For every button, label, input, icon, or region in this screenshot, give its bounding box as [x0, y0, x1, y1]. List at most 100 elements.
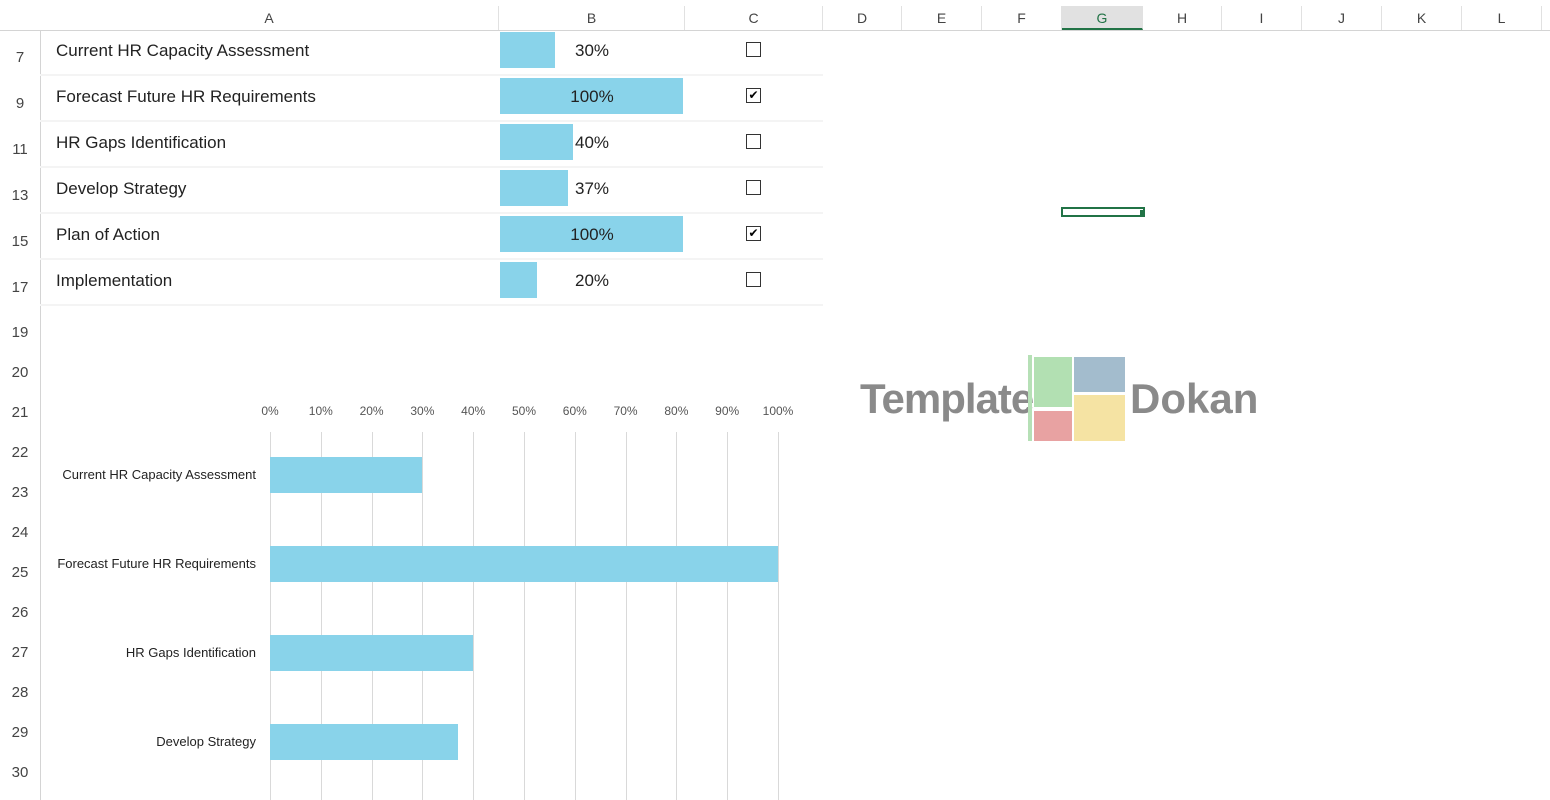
logo-block-red	[1034, 411, 1072, 441]
category-label: Develop Strategy	[156, 734, 256, 749]
row-header-23[interactable]: 23	[11, 484, 29, 501]
row-header-20[interactable]: 20	[11, 364, 29, 381]
gridline	[727, 432, 729, 800]
done-checkbox[interactable]: ✔	[746, 226, 761, 241]
progress-value[interactable]: 40%	[574, 133, 610, 152]
column-header-L[interactable]: L	[1462, 6, 1542, 30]
row-header-30[interactable]: 30	[11, 764, 29, 781]
row-header-21[interactable]: 21	[11, 404, 29, 421]
category-label: HR Gaps Identification	[125, 645, 256, 660]
gridline	[625, 432, 627, 800]
x-tick-label: 50%	[511, 404, 537, 418]
column-header-H[interactable]: H	[1143, 6, 1222, 30]
row-header-9[interactable]: 9	[15, 95, 25, 112]
done-checkbox[interactable]	[746, 42, 761, 57]
column-header-A[interactable]: A	[40, 6, 499, 30]
gridline	[320, 432, 322, 800]
task-name[interactable]: Forecast Future HR Requirements	[56, 87, 316, 106]
chart-bar[interactable]	[270, 546, 778, 582]
task-name[interactable]: Plan of Action	[56, 225, 160, 244]
x-tick-label: 20%	[359, 404, 384, 418]
gridline	[676, 432, 678, 800]
gridline	[778, 432, 779, 800]
selected-cell[interactable]	[1061, 207, 1145, 217]
row-header-11[interactable]: 11	[12, 141, 28, 158]
row-header-13[interactable]: 13	[11, 187, 29, 204]
row-headers: 7 9 11 13 15 17 19 20 21 22 23 24 25 26 27 28 29 30	[0, 30, 41, 800]
done-checkbox[interactable]	[746, 180, 761, 195]
progress-bar	[500, 216, 683, 252]
done-checkbox[interactable]	[746, 272, 761, 287]
x-tick-label: 80%	[664, 404, 689, 418]
watermark-word-dokan: Dokan	[1130, 375, 1259, 422]
progress-value[interactable]: 100%	[570, 225, 614, 244]
done-checkbox[interactable]	[746, 134, 761, 149]
x-tick-label: 90%	[715, 404, 740, 418]
chart-bar[interactable]	[270, 724, 458, 760]
row-header-17[interactable]: 17	[11, 279, 29, 296]
row-header-22[interactable]: 22	[11, 444, 29, 461]
column-header-J[interactable]: J	[1302, 6, 1382, 30]
category-label: Current HR Capacity Assessment	[62, 467, 256, 482]
row-header-29[interactable]: 29	[11, 724, 29, 741]
logo-block-green	[1034, 357, 1072, 407]
chart-bar[interactable]	[270, 457, 423, 493]
chart-bar[interactable]	[270, 635, 474, 671]
x-tick-label: 60%	[562, 404, 587, 418]
column-header-F[interactable]: F	[982, 6, 1062, 30]
row-header-24[interactable]: 24	[11, 524, 29, 541]
row-header-26[interactable]: 26	[11, 604, 29, 621]
progress-bar	[500, 262, 537, 298]
progress-bar	[500, 32, 555, 68]
task-row: Plan of Action 100% ✔	[40, 214, 823, 260]
x-tick-label: 10%	[308, 404, 333, 418]
progress-value[interactable]: 30%	[574, 41, 610, 60]
gridline	[574, 432, 576, 800]
progress-value[interactable]: 100%	[570, 87, 614, 106]
fill-handle[interactable]	[1140, 210, 1145, 215]
logo-stripe	[1028, 355, 1032, 441]
x-tick-label: 0%	[261, 404, 279, 418]
column-header-I[interactable]: I	[1222, 6, 1302, 30]
column-header-E[interactable]: E	[902, 6, 982, 30]
x-tick-label: 70%	[613, 404, 638, 418]
row-header-28[interactable]: 28	[11, 684, 29, 701]
task-row: Current HR Capacity Assessment 30%	[40, 30, 823, 76]
task-row: Forecast Future HR Requirements 100% ✔	[40, 76, 823, 122]
task-row: Implementation 20%	[40, 260, 823, 306]
gridline	[473, 432, 475, 800]
task-name[interactable]: Implementation	[56, 271, 173, 290]
column-header-K[interactable]: K	[1382, 6, 1462, 30]
progress-bar	[500, 170, 568, 206]
progress-bar	[500, 78, 683, 114]
done-checkbox[interactable]: ✔	[746, 88, 761, 103]
task-row: HR Gaps Identification 40%	[40, 122, 823, 168]
row-header-25[interactable]: 25	[11, 564, 29, 581]
column-header-B[interactable]: B	[499, 6, 685, 30]
column-header-G[interactable]: G	[1062, 6, 1143, 30]
task-name[interactable]: Develop Strategy	[56, 179, 187, 198]
category-label: Forecast Future HR Requirements	[57, 556, 256, 571]
row-header-15[interactable]: 15	[11, 233, 29, 250]
progress-value[interactable]: 20%	[574, 271, 610, 290]
gridline	[524, 432, 525, 800]
logo-block-yellow	[1074, 395, 1125, 441]
row-header-19[interactable]: 19	[11, 324, 29, 341]
row-header-27[interactable]: 27	[11, 644, 29, 661]
watermark-logo: Template Dokan	[860, 355, 1260, 445]
x-tick-label: 30%	[410, 404, 435, 418]
progress-value[interactable]: 37%	[574, 179, 610, 198]
task-name[interactable]: HR Gaps Identification	[56, 133, 227, 152]
gridline	[371, 432, 373, 800]
logo-block-blue	[1074, 357, 1125, 392]
x-tick-label: 40%	[461, 404, 486, 418]
row-header-7[interactable]: 7	[15, 49, 25, 66]
task-row: Develop Strategy 37%	[40, 168, 823, 214]
column-header-C[interactable]: C	[685, 6, 823, 30]
gridline	[422, 432, 424, 800]
watermark-word-template: Template	[860, 375, 1034, 422]
x-tick-label: 100%	[762, 404, 794, 418]
task-name[interactable]: Current HR Capacity Assessment	[56, 41, 310, 60]
column-header-D[interactable]: D	[823, 6, 902, 30]
